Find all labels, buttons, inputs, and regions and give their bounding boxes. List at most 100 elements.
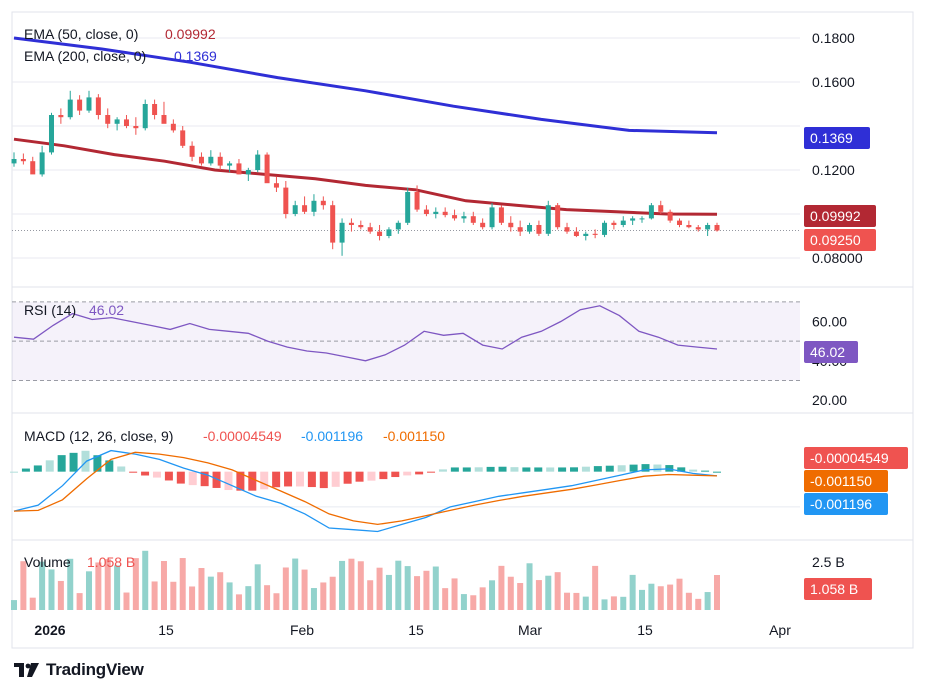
macd-histogram-bar: [319, 471, 328, 489]
volume-bar: [489, 580, 496, 610]
volume-bar: [57, 580, 64, 610]
price-axis-tick: 0.08000: [812, 250, 863, 266]
candle-body: [508, 222, 514, 228]
rsi-axis-tick: 60.00: [812, 314, 847, 330]
macd-histogram-bar: [438, 469, 447, 472]
macd-histogram-bar: [677, 467, 686, 472]
price-axis-tick: 0.1800: [812, 30, 855, 46]
price-axis-tick: 0.1600: [812, 74, 855, 90]
volume-bar: [67, 558, 74, 610]
candle-body: [489, 207, 495, 228]
volume-legend-label: Volume: [24, 554, 71, 570]
rsi-tag: 46.02: [810, 344, 845, 360]
macd-histogram-bar: [200, 471, 209, 487]
x-axis-tick: 2026: [34, 622, 65, 638]
macd-histogram-bar: [546, 467, 555, 472]
chart-frame: [11, 11, 914, 649]
macd-histogram-bar: [129, 471, 138, 473]
volume-bar: [676, 578, 683, 610]
candle-body: [545, 205, 551, 234]
candle-body: [152, 104, 158, 115]
macd-histogram-bar: [105, 460, 114, 472]
candle-body: [564, 227, 570, 232]
candle-body: [86, 97, 92, 111]
candle-body: [339, 222, 345, 243]
macd-histogram-bar: [403, 471, 412, 476]
candle-body: [302, 205, 308, 212]
volume-bar: [667, 584, 674, 610]
volume-bar: [470, 595, 477, 610]
macd-histogram-bar: [379, 471, 388, 480]
ema50-price-tag-bg: [804, 205, 876, 227]
macd-histogram-bar: [57, 455, 66, 472]
volume-tag: 1.058 B: [810, 581, 858, 597]
volume-bar: [704, 592, 711, 610]
candle-body: [611, 222, 617, 225]
candle-body: [433, 211, 439, 214]
candle-body: [367, 227, 373, 232]
volume-bar: [217, 572, 224, 610]
volume-bar: [442, 588, 449, 610]
macd-histogram-bar: [93, 455, 102, 472]
candle-body: [677, 220, 683, 225]
volume-bar: [104, 559, 111, 610]
macd-histogram-bar: [212, 471, 221, 488]
volume-bar: [48, 569, 55, 610]
candle-body: [58, 115, 64, 118]
volume-bar: [292, 558, 299, 610]
volume-bar: [685, 592, 692, 610]
candle-body: [517, 227, 523, 232]
candle-body: [536, 225, 542, 234]
candle-body: [442, 211, 448, 216]
volume-bar: [395, 560, 402, 610]
volume-bar: [329, 576, 336, 610]
volume-bar: [423, 570, 430, 610]
candle-body: [527, 225, 533, 232]
volume-bar: [610, 596, 617, 610]
candle-body: [133, 126, 139, 129]
rsi-line: [13, 305, 718, 362]
volume-bar: [20, 561, 27, 610]
macd-histogram-bar: [176, 471, 185, 484]
macd-signal-tag: -0.001150: [810, 473, 872, 489]
macd-histogram-bar: [641, 464, 650, 472]
volume-bar: [170, 581, 177, 610]
volume-bar: [592, 565, 599, 610]
macd-histogram-bar: [415, 471, 424, 475]
macd-histogram-bar: [510, 467, 519, 472]
candle-body: [630, 218, 636, 221]
ema200-price-tag-bg: [804, 127, 870, 149]
candle-body: [461, 216, 467, 219]
last-price-tag: 0.09250: [810, 232, 861, 248]
macd-histogram-bar: [224, 471, 233, 491]
macd-histogram-bar: [331, 471, 340, 487]
candle-body: [667, 211, 673, 221]
volume-bar: [460, 594, 467, 610]
volume-axis-tick: 2.5 B: [812, 554, 845, 570]
candle-body: [358, 225, 364, 228]
volume-bar: [648, 583, 655, 610]
candle-body: [170, 123, 176, 131]
macd-histogram-bar: [713, 471, 721, 473]
candle-body: [264, 154, 270, 184]
macd-histogram-bar: [81, 450, 90, 472]
macd-histogram-bar: [33, 465, 42, 472]
candle-body: [320, 200, 326, 206]
x-axis-tick: 15: [158, 622, 174, 638]
volume-bar: [582, 596, 589, 610]
volume-bar: [564, 592, 571, 610]
macd-legend-label: MACD (12, 26, close, 9): [24, 428, 173, 444]
volume-bar: [573, 592, 580, 610]
macd-histogram-bar: [272, 471, 281, 488]
volume-bar: [114, 565, 121, 610]
macd-legend-signal: -0.001150: [383, 428, 445, 444]
x-axis-tick: 15: [637, 622, 653, 638]
macd-histogram-bar: [617, 465, 626, 472]
tradingview-logo[interactable]: TradingView: [14, 660, 144, 680]
ema200-line: [13, 36, 718, 135]
macd-histogram-bar: [295, 471, 304, 487]
macd-histogram-bar: [164, 471, 173, 481]
candle-body: [292, 205, 298, 214]
